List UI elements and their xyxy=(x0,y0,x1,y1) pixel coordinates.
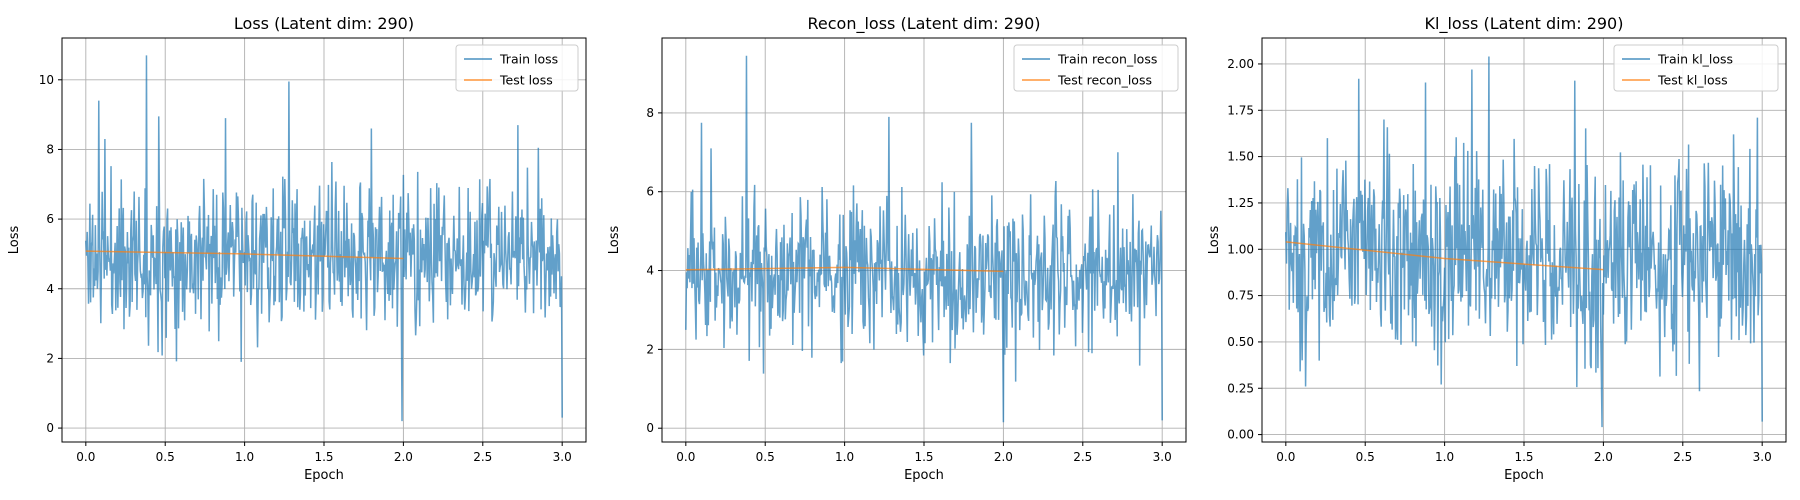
x-tick-label: 3.0 xyxy=(1153,450,1172,464)
y-tick-label: 6 xyxy=(646,185,654,199)
y-tick-label: 0.50 xyxy=(1227,335,1254,349)
x-tick-label: 2.0 xyxy=(994,450,1013,464)
y-tick-label: 1.50 xyxy=(1227,150,1254,164)
x-tick-label: 1.0 xyxy=(235,450,254,464)
x-tick-label: 2.0 xyxy=(394,450,413,464)
x-tick-label: 1.5 xyxy=(1514,450,1533,464)
legend-label: Train kl_loss xyxy=(1657,52,1733,67)
series-line-train-recon-loss xyxy=(685,55,1163,423)
series-line-test-kl-loss xyxy=(1285,241,1604,271)
legend-label: Test kl_loss xyxy=(1657,73,1728,88)
x-tick-label: 3.0 xyxy=(553,450,572,464)
legend: Train kl_loss Test kl_loss xyxy=(1613,44,1779,92)
series-line-test-loss xyxy=(85,250,404,260)
x-tick-label: 0.0 xyxy=(76,450,95,464)
y-tick-label: 0.00 xyxy=(1227,428,1254,442)
legend-box xyxy=(1013,44,1179,92)
x-tick-label: 0.0 xyxy=(1276,450,1295,464)
y-tick-label: 0.75 xyxy=(1227,289,1254,303)
chart-title: Loss (Latent dim: 290) xyxy=(234,14,414,33)
y-tick-label: 4 xyxy=(646,264,654,278)
y-tick-label: 2 xyxy=(46,351,54,365)
x-tick-label: 0.5 xyxy=(1356,450,1375,464)
series-line-train-loss xyxy=(85,55,563,422)
y-tick-label: 1.25 xyxy=(1227,196,1254,210)
y-tick-label: 6 xyxy=(46,212,54,226)
y-tick-label: 8 xyxy=(646,106,654,120)
y-tick-label: 2 xyxy=(646,342,654,356)
legend-label: Train loss xyxy=(499,52,558,67)
legend: Train recon_loss Test recon_loss xyxy=(1013,44,1179,92)
legend-label: Test loss xyxy=(499,73,553,88)
x-tick-label: 2.5 xyxy=(473,450,492,464)
x-axis-label: Epoch xyxy=(904,468,944,483)
series-line-test-recon-loss xyxy=(685,266,1004,273)
chart-title: Recon_loss (Latent dim: 290) xyxy=(808,14,1041,34)
chart-title: Kl_loss (Latent dim: 290) xyxy=(1425,14,1624,34)
y-tick-label: 0.25 xyxy=(1227,381,1254,395)
legend-label: Train recon_loss xyxy=(1057,52,1157,67)
legend: Train loss Test loss xyxy=(455,44,579,92)
y-tick-label: 0 xyxy=(646,421,654,435)
x-tick-label: 2.0 xyxy=(1594,450,1613,464)
x-tick-label: 0.0 xyxy=(676,450,695,464)
chart-panel-2: 0.0 0.5 1.0 1.5 2.0 2.5 3.0 0 2 4 6 8 Recon_loss (La… xyxy=(607,14,1187,483)
y-tick-label: 0 xyxy=(46,421,54,435)
y-tick-label: 8 xyxy=(46,142,54,156)
x-tick-label: 1.5 xyxy=(914,450,933,464)
chart-panel-1: 0.0 0.5 1.0 1.5 2.0 2.5 3.0 0 2 4 6 8 10 Loss (Latent… xyxy=(7,14,587,483)
x-axis-label: Epoch xyxy=(304,468,344,483)
y-axis-label: Loss xyxy=(7,226,22,255)
x-tick-label: 1.0 xyxy=(835,450,854,464)
x-axis-label: Epoch xyxy=(1504,468,1544,483)
y-axis-label: Loss xyxy=(1207,226,1222,255)
series-line-train-kl-loss xyxy=(1285,56,1763,428)
legend-box xyxy=(1613,44,1779,92)
y-tick-label: 10 xyxy=(39,73,54,87)
y-axis-label: Loss xyxy=(607,226,622,255)
y-tick-label: 1.00 xyxy=(1227,242,1254,256)
y-tick-label: 4 xyxy=(46,282,54,296)
legend-label: Test recon_loss xyxy=(1057,73,1152,88)
x-tick-label: 0.5 xyxy=(756,450,775,464)
x-tick-label: 2.5 xyxy=(1073,450,1092,464)
x-tick-label: 3.0 xyxy=(1753,450,1772,464)
chart-panel-3: 0.0 0.5 1.0 1.5 2.0 2.5 3.0 0.00 0.25 0.50 0.75 1.0… xyxy=(1207,14,1787,483)
y-tick-label: 2.00 xyxy=(1227,57,1254,71)
x-tick-label: 1.5 xyxy=(314,450,333,464)
x-tick-label: 1.0 xyxy=(1435,450,1454,464)
x-tick-label: 2.5 xyxy=(1673,450,1692,464)
y-tick-label: 1.75 xyxy=(1227,103,1254,117)
x-tick-label: 0.5 xyxy=(156,450,175,464)
